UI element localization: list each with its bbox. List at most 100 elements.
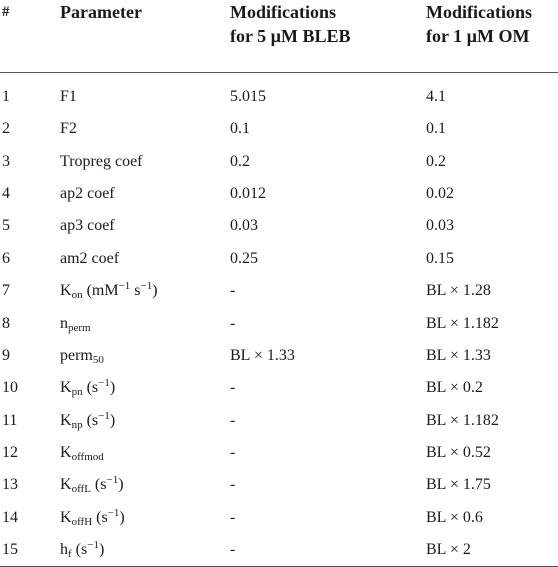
header-om-line2: for 1 µM OM — [426, 26, 530, 46]
row-num: 7 — [2, 282, 10, 300]
param-superscript: −1 — [106, 474, 119, 487]
param-unit: ) — [152, 282, 158, 300]
param-base: K — [60, 411, 72, 429]
header-bleb-line1: Modifications — [230, 2, 336, 22]
table-row: 15 hf (s−1) - BL × 2 — [0, 534, 558, 567]
param-unit: (s — [82, 411, 99, 429]
header-num: # — [0, 0, 60, 73]
table-row: 7 Kon (mM−1 s−1) - BL × 1.28 — [0, 275, 558, 307]
row-parameter: Tropreg coef — [60, 152, 143, 170]
row-om-value: 4.1 — [426, 88, 446, 105]
table-body: 1 F1 5.015 4.1 2 F2 0.1 0.1 3 Tropreg coef 0.2 0.2 4… — [0, 73, 558, 567]
param-subscript: offL — [71, 483, 91, 496]
param-base: n — [60, 314, 68, 332]
param-subscript: offmod — [71, 451, 104, 464]
param-unit: ) — [119, 508, 125, 526]
table-header: # Parameter Modifications for 5 µM BLEB … — [0, 0, 558, 73]
row-om-value: BL × 0.52 — [426, 444, 491, 462]
row-om-value: BL × 1.28 — [426, 282, 491, 300]
row-om-value: BL × 1.75 — [426, 476, 491, 494]
param-subscript: perm — [68, 321, 91, 334]
row-parameter: Kon (mM−1 s−1) — [60, 275, 230, 307]
row-num: 6 — [2, 249, 10, 267]
row-om-value: 0.02 — [426, 184, 454, 202]
row-parameter: KoffH (s−1) — [60, 502, 230, 534]
table-row: 9 perm50 BL × 1.33 BL × 1.33 — [0, 340, 558, 372]
table-row: 8 nperm - BL × 1.182 — [0, 307, 558, 339]
param-superscript: −1 — [98, 409, 110, 422]
header-om-line1: Modifications — [426, 2, 532, 22]
row-bleb-value: 0.1 — [230, 120, 250, 138]
row-num: 11 — [2, 411, 18, 429]
header-om: Modifications for 1 µM OM — [426, 0, 558, 73]
row-parameter: am2 coef — [60, 249, 120, 267]
table-row: 6 am2 coef 0.25 0.15 — [0, 243, 558, 275]
row-parameter: Koffmod — [60, 437, 230, 469]
table-row: 13 KoffL (s−1) - BL × 1.75 — [0, 469, 558, 501]
table-row: 3 Tropreg coef 0.2 0.2 — [0, 145, 558, 177]
param-unit: s — [130, 282, 141, 300]
param-superscript: −1 — [118, 280, 131, 293]
row-num: 13 — [2, 476, 18, 494]
header-bleb-line2: for 5 µM BLEB — [230, 26, 351, 46]
row-bleb-value: BL × 1.33 — [230, 346, 295, 364]
row-parameter: perm50 — [60, 340, 230, 372]
row-bleb-value: 5.015 — [230, 88, 266, 105]
row-om-value: BL × 0.6 — [426, 508, 483, 526]
row-parameter: F1 — [60, 88, 77, 105]
param-unit: (s — [90, 476, 107, 494]
header-bleb: Modifications for 5 µM BLEB — [230, 0, 426, 73]
table-row: 14 KoffH (s−1) - BL × 0.6 — [0, 502, 558, 534]
row-parameter: hf (s−1) — [60, 534, 230, 567]
param-subscript: np — [71, 418, 83, 431]
row-parameter: Knp (s−1) — [60, 405, 230, 437]
row-bleb-value: - — [230, 508, 236, 526]
row-num: 15 — [0, 534, 60, 567]
row-parameter: KoffL (s−1) — [60, 469, 230, 501]
param-base: perm — [60, 346, 93, 364]
row-num: 12 — [2, 444, 18, 462]
row-bleb-value: - — [230, 282, 236, 300]
param-base: K — [60, 476, 72, 494]
param-unit: ) — [98, 541, 105, 559]
row-num: 9 — [2, 346, 10, 364]
table-row: 11 Knp (s−1) - BL × 1.182 — [0, 405, 558, 437]
param-unit: (s — [92, 508, 108, 526]
row-om-value: 0.2 — [426, 152, 446, 170]
row-num: 2 — [2, 120, 10, 138]
param-unit: (mM — [82, 282, 119, 300]
row-bleb-value: 0.2 — [230, 152, 250, 170]
row-parameter: ap3 coef — [60, 217, 115, 235]
row-num: 10 — [2, 379, 18, 397]
param-subscript: offH — [71, 515, 93, 528]
param-superscript: −1 — [98, 377, 110, 390]
param-unit: (s — [71, 541, 88, 559]
row-bleb-value: - — [230, 411, 236, 429]
row-num: 4 — [2, 184, 10, 202]
param-subscript: 50 — [92, 353, 104, 366]
row-num: 8 — [2, 314, 10, 332]
param-base: K — [60, 282, 72, 300]
table-row: 1 F1 5.015 4.1 — [0, 73, 558, 114]
row-om-value: 0.03 — [426, 217, 454, 235]
header-row: # Parameter Modifications for 5 µM BLEB … — [0, 0, 558, 73]
row-om-value: 0.15 — [426, 249, 454, 267]
param-unit: ) — [109, 411, 116, 429]
row-bleb-value: 0.012 — [230, 184, 266, 202]
row-bleb-value: - — [230, 314, 236, 332]
param-unit: ) — [118, 476, 124, 494]
row-om-value: 0.1 — [426, 120, 446, 138]
table-row: 5 ap3 coef 0.03 0.03 — [0, 210, 558, 242]
param-superscript: −1 — [107, 506, 120, 519]
row-bleb-value: 0.25 — [230, 249, 258, 267]
param-subscript: pn — [71, 386, 83, 399]
table-row: 12 Koffmod - BL × 0.52 — [0, 437, 558, 469]
row-parameter: nperm — [60, 307, 230, 339]
param-unit: (s — [82, 379, 99, 397]
header-parameter: Parameter — [60, 0, 230, 73]
table-row: 2 F2 0.1 0.1 — [0, 113, 558, 145]
param-base: K — [60, 444, 72, 462]
param-subscript: on — [71, 289, 83, 302]
